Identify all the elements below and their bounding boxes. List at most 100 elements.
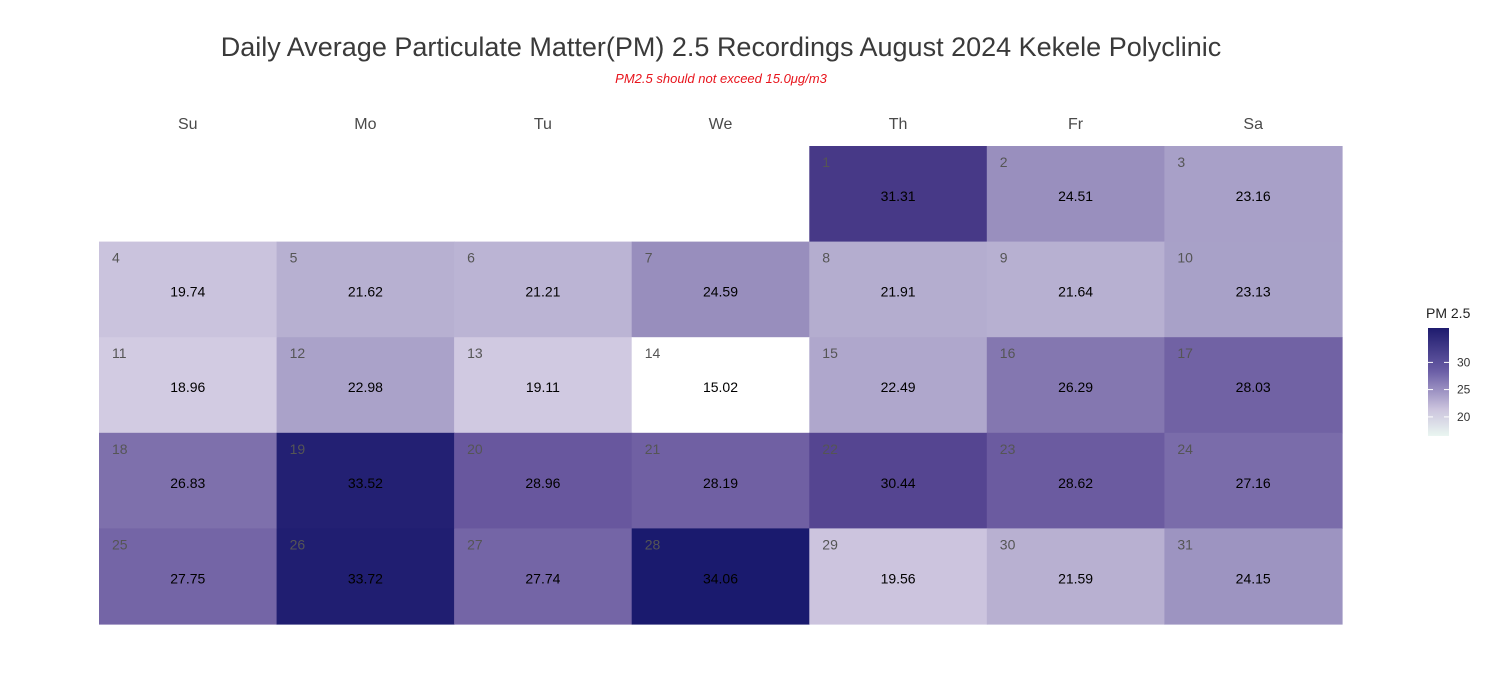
day-number: 14 bbox=[645, 345, 661, 361]
pm25-value: 23.13 bbox=[1236, 284, 1271, 300]
pm25-value: 19.74 bbox=[170, 284, 205, 300]
day-cell-fill bbox=[1164, 432, 1343, 529]
day-cell-fill bbox=[809, 241, 988, 338]
day-number: 6 bbox=[467, 250, 475, 266]
day-number: 21 bbox=[645, 441, 661, 457]
day-number: 9 bbox=[1000, 250, 1008, 266]
day-cell-fill bbox=[99, 241, 278, 338]
day-number: 27 bbox=[467, 536, 483, 552]
weekday-header: Su Mo Tu We Th Fr Sa bbox=[178, 116, 1263, 133]
weekday-label: Mo bbox=[354, 116, 376, 133]
day-cell: 20 28.96 bbox=[454, 432, 633, 529]
chart-title: Daily Average Particulate Matter(PM) 2.5… bbox=[220, 32, 1222, 62]
day-cell: 14 15.02 bbox=[631, 337, 810, 434]
day-number: 26 bbox=[290, 536, 306, 552]
pm25-value: 22.49 bbox=[881, 379, 916, 395]
day-cell: 821.91 bbox=[809, 241, 988, 338]
day-cell: 621.21 bbox=[454, 241, 633, 338]
day-number: 28 bbox=[645, 536, 661, 552]
day-number: 12 bbox=[290, 345, 306, 361]
pm25-value: 26.29 bbox=[1058, 379, 1093, 395]
legend-tick-label: 25 bbox=[1457, 383, 1471, 397]
day-cell-fill bbox=[986, 337, 1165, 434]
day-cell-fill bbox=[631, 528, 810, 625]
day-cell-fill bbox=[454, 337, 633, 434]
pm25-value: 21.91 bbox=[881, 284, 916, 300]
day-cell-fill bbox=[1164, 528, 1343, 625]
pm25-value: 19.56 bbox=[881, 570, 916, 586]
pm25-value: 24.51 bbox=[1058, 188, 1093, 204]
day-cell-fill bbox=[276, 337, 455, 434]
pm25-value: 33.72 bbox=[348, 570, 383, 586]
weekday-label: Su bbox=[178, 116, 198, 133]
day-cell: 17 28.03 bbox=[1164, 337, 1343, 434]
pm25-value: 33.52 bbox=[348, 475, 383, 491]
day-cell: 23 28.62 bbox=[986, 432, 1165, 529]
weekday-label: Fr bbox=[1068, 116, 1084, 133]
day-cell-fill bbox=[276, 241, 455, 338]
day-cell-fill bbox=[276, 432, 455, 529]
legend-colorbar bbox=[1428, 328, 1449, 436]
day-cell-fill bbox=[454, 241, 633, 338]
day-cell: 30 21.59 bbox=[986, 528, 1165, 625]
pm25-value: 19.11 bbox=[526, 379, 560, 395]
day-cell: 323.16 bbox=[1164, 146, 1343, 243]
pm25-value: 21.62 bbox=[348, 284, 383, 300]
day-cell-fill bbox=[454, 432, 633, 529]
pm25-value: 28.03 bbox=[1236, 379, 1271, 395]
pm25-value: 27.75 bbox=[170, 570, 205, 586]
legend-tick-label: 30 bbox=[1457, 355, 1471, 369]
day-cell: 724.59 bbox=[631, 241, 810, 338]
day-cell: 18 26.83 bbox=[99, 432, 278, 529]
day-cell-fill bbox=[809, 432, 988, 529]
day-cell: 15 22.49 bbox=[809, 337, 988, 434]
legend-title: PM 2.5 bbox=[1426, 305, 1471, 321]
day-cell: 12 22.98 bbox=[276, 337, 455, 434]
day-cell-fill bbox=[809, 528, 988, 625]
pm25-value: 18.96 bbox=[170, 379, 205, 395]
day-cell-fill bbox=[631, 432, 810, 529]
day-cell: 24 27.16 bbox=[1164, 432, 1343, 529]
day-cell: 31 24.15 bbox=[1164, 528, 1343, 625]
pm25-value: 21.64 bbox=[1058, 284, 1093, 300]
pm25-value: 27.74 bbox=[525, 570, 560, 586]
day-number: 25 bbox=[112, 536, 128, 552]
day-cell: 921.64 bbox=[986, 241, 1165, 338]
day-cell: 22 30.44 bbox=[809, 432, 988, 529]
pm25-value: 28.19 bbox=[703, 475, 738, 491]
color-legend: PM 2.5 20 25 30 bbox=[1426, 305, 1471, 436]
chart-subtitle: PM2.5 should not exceed 15.0μg/m3 bbox=[615, 71, 827, 86]
pm25-value: 22.98 bbox=[348, 379, 383, 395]
pm25-value: 28.62 bbox=[1058, 475, 1093, 491]
pm25-value: 24.15 bbox=[1236, 570, 1271, 586]
pm25-value: 24.59 bbox=[703, 284, 738, 300]
day-number: 30 bbox=[1000, 536, 1016, 552]
day-cell: 27 27.74 bbox=[454, 528, 633, 625]
day-cell-fill bbox=[1164, 337, 1343, 434]
legend-tick-label: 20 bbox=[1457, 410, 1471, 424]
day-number: 19 bbox=[290, 441, 306, 457]
day-cell: 26 33.72 bbox=[276, 528, 455, 625]
day-cell-fill bbox=[99, 337, 278, 434]
pm25-value: 31.31 bbox=[881, 188, 916, 204]
day-cell: 28 34.06 bbox=[631, 528, 810, 625]
pm25-value: 21.21 bbox=[525, 284, 560, 300]
day-cell-fill bbox=[986, 528, 1165, 625]
pm25-value: 28.96 bbox=[525, 475, 560, 491]
day-cell-fill bbox=[99, 528, 278, 625]
day-cell: 131.31 bbox=[809, 146, 988, 243]
pm25-value: 26.83 bbox=[170, 475, 205, 491]
day-cell-fill bbox=[986, 146, 1165, 243]
day-number: 16 bbox=[1000, 345, 1016, 361]
day-cell-fill bbox=[986, 432, 1165, 529]
day-cell-fill bbox=[809, 146, 988, 243]
day-cell: 21 28.19 bbox=[631, 432, 810, 529]
day-number: 13 bbox=[467, 345, 483, 361]
pm25-value: 30.44 bbox=[881, 475, 916, 491]
day-number: 23 bbox=[1000, 441, 1016, 457]
day-cell-fill bbox=[631, 337, 810, 434]
weekday-label: We bbox=[709, 116, 733, 133]
day-number: 7 bbox=[645, 250, 653, 266]
day-number: 3 bbox=[1177, 154, 1185, 170]
